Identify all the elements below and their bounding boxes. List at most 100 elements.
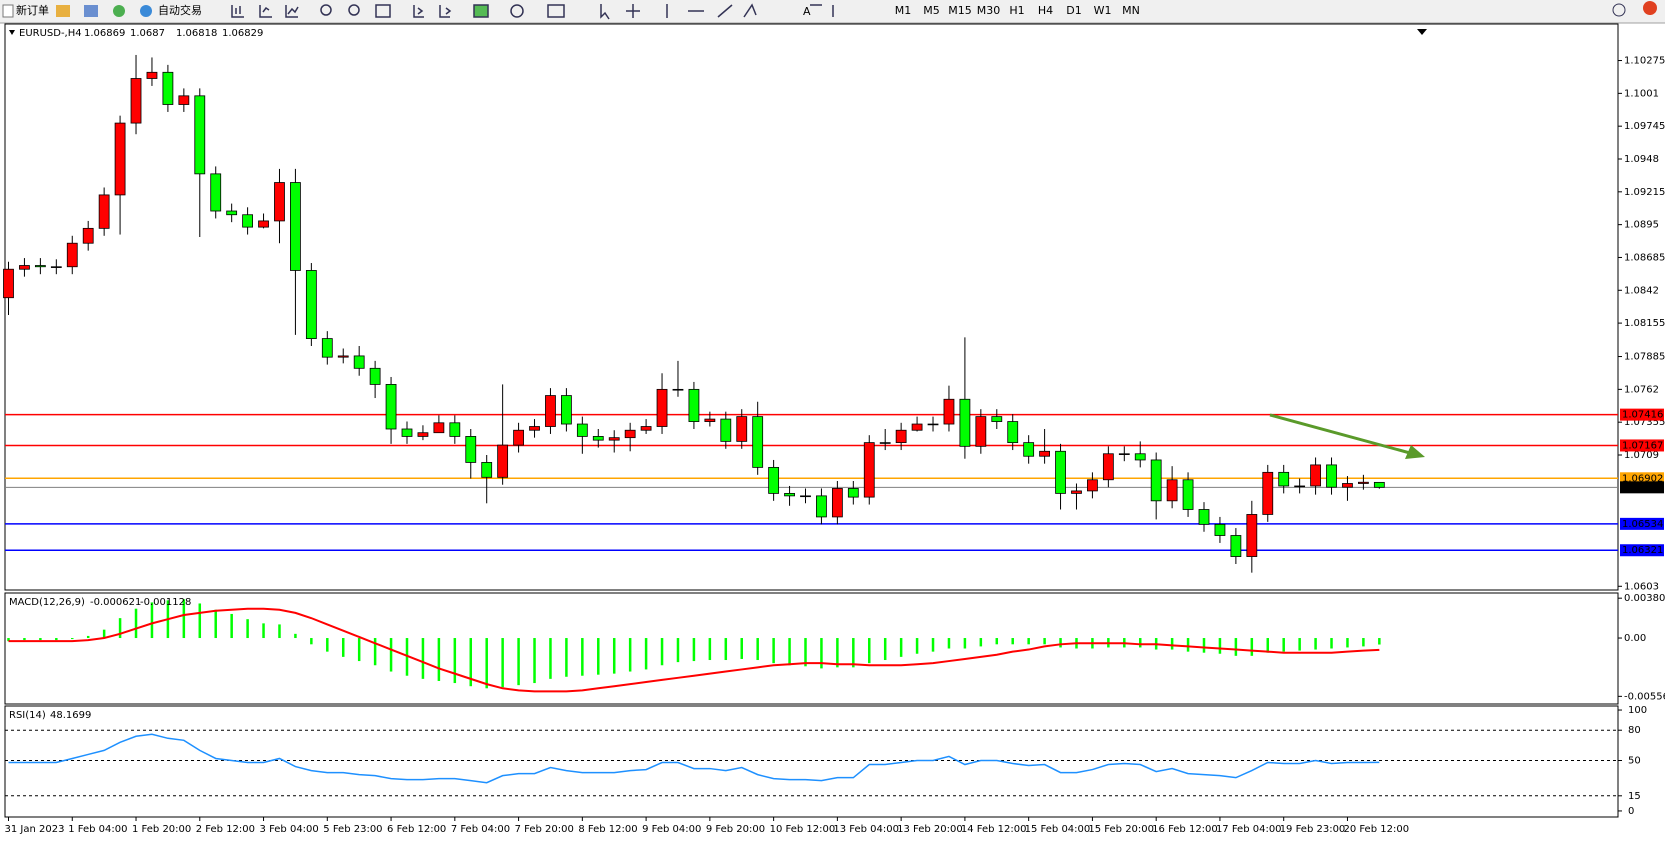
candle-body [1262,471,1274,515]
timeframe-button[interactable]: M1 [895,4,912,17]
autoscroll[interactable] [413,5,424,18]
text-tool[interactable]: A [803,5,811,18]
x-tick-label: 17 Feb 04:00 [1216,824,1282,835]
macd-bar [389,638,393,672]
trend-arrow-line [1269,413,1411,455]
y-tick-label: 1.09215 [1624,187,1665,198]
candle-body [98,194,110,229]
macd-bar [899,638,903,657]
crosshair-tool[interactable] [626,4,640,18]
macd-bar [660,638,664,666]
y-tick-label: 0.00 [1624,633,1646,644]
timeframe-button[interactable]: M15 [948,4,972,17]
zoom-out[interactable] [348,4,360,16]
candle-body [1039,450,1050,457]
tile-windows[interactable] [375,4,391,18]
candle-body [895,429,907,444]
indicators[interactable] [473,4,489,18]
candle-body [592,436,604,441]
fibo-tool[interactable] [743,3,757,18]
macd-bar [963,638,967,649]
macd-bar [150,602,154,639]
templates[interactable] [547,4,565,18]
y-tick-label: 0.003805 [1624,593,1665,604]
macd-bar [262,623,265,639]
x-tick-label: 13 Feb 04:00 [833,824,899,835]
x-tick-label: 15 Feb 20:00 [1088,824,1154,835]
x-tick-label: 1 Feb 04:00 [68,824,127,835]
auto-trading-icon[interactable] [140,5,152,17]
macd-bar [1027,638,1030,645]
candle-body [608,437,620,441]
level-label: 1.06534 [1622,519,1663,530]
last-price-label: 1.06829 [1622,482,1663,493]
timeframe-button[interactable]: H4 [1038,4,1053,17]
chart-shift[interactable] [439,5,452,18]
candle-body [1230,535,1242,557]
timeframe-button[interactable]: D1 [1066,4,1081,17]
periods[interactable] [510,4,524,18]
level-label: 1.06321 [1622,545,1663,556]
notification-badge[interactable] [1643,1,1657,15]
level-label-box [1620,544,1664,557]
macd-bar [1346,638,1349,648]
indicator-value: -0.000621 [90,597,141,608]
zoom-in[interactable] [320,4,332,16]
candle-body [337,355,349,358]
auto-trading-button[interactable]: 自动交易 [158,3,202,17]
candle-body [1007,421,1019,444]
y-tick-label: 0 [1628,806,1634,817]
level-label-box [1620,517,1664,530]
macd-bar [421,638,425,679]
candle-body [321,338,333,358]
macd-bar [1250,638,1254,656]
candle-body [959,398,971,447]
trendline-tool[interactable] [717,4,733,18]
y-tick-label: 1.09745 [1624,121,1665,132]
candle-body [656,388,668,427]
level-label-box [1620,472,1664,485]
macd-bar [517,638,520,686]
timeframe-button[interactable]: H1 [1009,4,1024,17]
bar-chart-tool[interactable] [231,5,244,18]
macd-bar [39,638,42,641]
candle-body [114,122,126,196]
macd-bar [724,638,728,661]
y-tick-label: 1.0709 [1624,450,1659,461]
rsi-line [8,733,1380,784]
new-order-icon[interactable] [2,4,14,18]
macd-bar [7,638,10,642]
candle-body [672,388,684,391]
timeframe-button[interactable]: W1 [1094,4,1112,17]
macd-bar [756,638,759,661]
macd-bar [1234,638,1238,656]
candle-body [1342,483,1353,488]
timeframe-button[interactable]: MN [1122,4,1140,17]
macd-bar [1202,638,1206,653]
candle-tool[interactable] [259,5,272,18]
y-tick-label: 1.08685 [1624,252,1665,263]
candle-body [1087,479,1098,492]
new-order-button[interactable]: 新订单 [16,3,49,17]
toolbar-icon[interactable] [84,5,98,17]
toolbar-icon[interactable] [56,5,70,17]
candle-body [385,384,397,430]
timeframe-button[interactable]: M5 [923,4,940,17]
tools-menu[interactable] [810,4,834,17]
macd-bar [1043,638,1046,645]
cursor-tool[interactable] [600,4,610,20]
candle-body [545,395,556,427]
macd-panel-frame [4,592,1619,705]
x-tick-label: 2 Feb 12:00 [196,824,255,835]
indicator-value: 48.1699 [50,710,91,721]
line-tool[interactable] [285,5,299,18]
candle-body [353,355,365,369]
y-tick-label: 1.0762 [1624,384,1659,395]
timeframe-button[interactable]: M30 [977,4,1001,17]
search-button[interactable] [1612,3,1626,17]
macd-bar [533,638,536,684]
x-tick-label: 5 Feb 23:00 [323,824,382,835]
macd-bar [852,638,855,668]
toolbar-icon[interactable] [113,5,125,17]
